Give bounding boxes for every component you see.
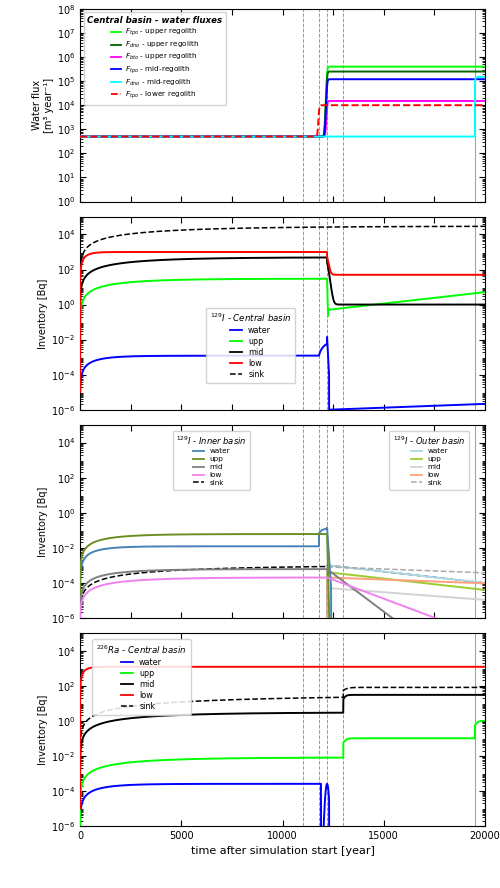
Legend: water, upp, mid, low, sink: water, upp, mid, low, sink (206, 308, 295, 384)
Legend: $F_{tpo}$ - upper regolith, $F_{dno}$ - upper regolith, $F_{bto}$ - upper regoli: $F_{tpo}$ - upper regolith, $F_{dno}$ - … (84, 12, 226, 105)
Legend: water, upp, mid, low, sink: water, upp, mid, low, sink (390, 431, 469, 489)
Y-axis label: Inventory [Bq]: Inventory [Bq] (38, 487, 48, 557)
Y-axis label: Water flux
[m³ year⁻¹]: Water flux [m³ year⁻¹] (32, 77, 54, 133)
Y-axis label: Inventory [Bq]: Inventory [Bq] (38, 694, 48, 765)
Legend: water, upp, mid, low, sink: water, upp, mid, low, sink (92, 639, 190, 715)
X-axis label: time after simulation start [year]: time after simulation start [year] (190, 846, 374, 856)
Y-axis label: Inventory [Bq]: Inventory [Bq] (38, 278, 48, 348)
